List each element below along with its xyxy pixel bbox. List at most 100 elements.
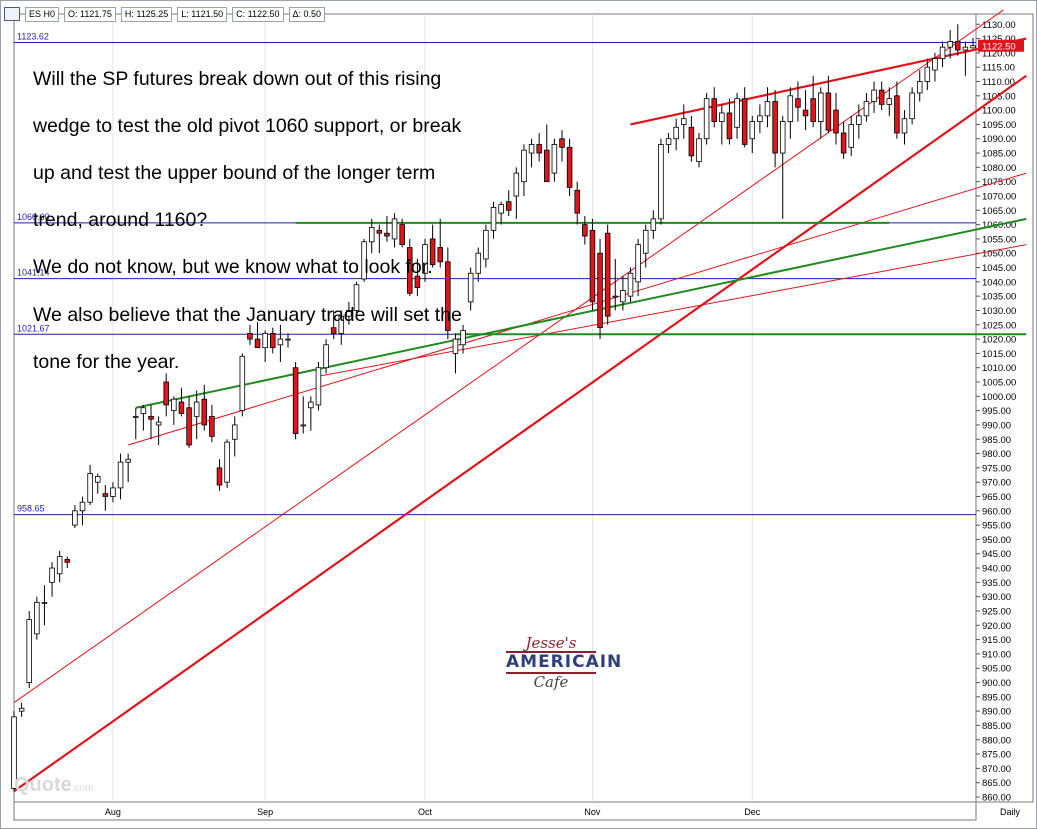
candle-body xyxy=(201,398,208,426)
candle-body xyxy=(490,207,497,231)
y-tick-label: 970.00 xyxy=(982,478,1011,489)
candle-body xyxy=(49,567,55,583)
level-label: 1021.67 xyxy=(17,323,50,333)
y-tick-label: 905.00 xyxy=(982,664,1011,675)
y-tick-label: 1055.00 xyxy=(982,234,1016,245)
candle-body xyxy=(856,115,862,125)
candle-body xyxy=(772,101,778,154)
y-tick-label: 1130.00 xyxy=(982,20,1016,31)
current-price-tag xyxy=(978,39,1024,52)
candle-body xyxy=(757,115,763,122)
candle-body xyxy=(658,144,664,220)
annotation-line: We do not know, but we know what to look… xyxy=(33,256,433,279)
y-tick-label: 915.00 xyxy=(982,635,1011,646)
candle-body xyxy=(559,138,565,148)
candle-body xyxy=(155,421,162,426)
y-tick-label: 1015.00 xyxy=(982,349,1016,360)
candle-body xyxy=(597,252,603,329)
candle-body xyxy=(186,407,192,446)
candle-body xyxy=(582,224,588,237)
y-tick-label: 1080.00 xyxy=(982,163,1016,174)
candle-body xyxy=(117,461,124,489)
candle-body xyxy=(414,275,421,288)
candle-body xyxy=(779,121,786,154)
candle-body xyxy=(612,295,619,298)
x-tick-label: Dec xyxy=(744,807,761,817)
close-value: C: 1122.50 xyxy=(232,6,284,22)
candle-body xyxy=(399,224,405,246)
candle-body xyxy=(764,101,771,117)
y-tick-label: 955.00 xyxy=(982,521,1011,532)
y-tick-label: 1035.00 xyxy=(982,292,1016,303)
candle-body xyxy=(171,398,177,412)
candle-body xyxy=(802,109,809,117)
y-tick-label: 865.00 xyxy=(982,778,1011,789)
annotation-line: up and test the upper bound of the longe… xyxy=(33,161,436,184)
candle-body xyxy=(368,227,375,243)
x-tick-label: Nov xyxy=(584,807,601,817)
candle-body xyxy=(79,501,86,512)
y-tick-label: 1030.00 xyxy=(982,306,1016,317)
candle-body xyxy=(909,92,915,120)
trend-line xyxy=(13,74,1027,793)
y-tick-label: 995.00 xyxy=(982,406,1011,417)
symbol-label[interactable]: ES H0 xyxy=(25,6,60,22)
candle-body xyxy=(292,367,299,434)
candle-body xyxy=(833,109,839,134)
y-tick-label: 1045.00 xyxy=(982,263,1016,274)
quote-watermark: Quote.com xyxy=(14,774,93,797)
candle-body xyxy=(574,189,580,214)
candle-body xyxy=(955,41,961,51)
annotation-line: Will the SP futures break down out of th… xyxy=(33,67,442,90)
level-label: 1123.62 xyxy=(17,32,49,42)
y-tick-label: 1125.00 xyxy=(982,34,1016,45)
y-tick-label: 1005.00 xyxy=(982,378,1016,389)
y-tick-label: 1105.00 xyxy=(982,91,1016,102)
current-price-label: 1122.50 xyxy=(982,42,1016,53)
y-tick-label: 1085.00 xyxy=(982,149,1016,160)
candle-body xyxy=(810,98,816,122)
candle-body xyxy=(894,95,900,134)
candle-body xyxy=(483,229,489,260)
candle-body xyxy=(270,332,276,349)
chart-icon[interactable] xyxy=(4,7,20,21)
level-label: 958.65 xyxy=(17,504,45,514)
y-tick-label: 910.00 xyxy=(982,649,1011,660)
y-tick-label: 940.00 xyxy=(982,564,1011,575)
y-tick-label: 930.00 xyxy=(982,592,1011,603)
candle-body xyxy=(635,244,641,283)
candle-body xyxy=(947,41,953,48)
candle-body xyxy=(445,261,451,331)
chart-annotation: Will the SP futures break down out of th… xyxy=(33,44,533,398)
y-tick-label: 975.00 xyxy=(982,463,1011,474)
candle-body xyxy=(247,332,253,340)
candle-body xyxy=(330,327,337,334)
candle-body xyxy=(818,92,824,122)
candle-body xyxy=(467,272,474,303)
y-axis-panel xyxy=(975,13,1034,803)
candle-body xyxy=(734,98,740,128)
candle-body xyxy=(353,284,360,311)
candle-body xyxy=(521,149,527,183)
candle-body xyxy=(315,367,322,406)
y-tick-label: 1110.00 xyxy=(982,77,1015,88)
candle-body xyxy=(72,510,78,526)
y-tick-label: 895.00 xyxy=(982,692,1011,703)
cafe-logo: Jesse's AMERICAIN Cafe xyxy=(506,636,621,690)
timeframe-label: Daily xyxy=(1000,807,1021,817)
candle-body xyxy=(41,601,48,604)
candle-body xyxy=(94,476,101,483)
candle-body xyxy=(505,201,512,211)
level-label: 1060.60 xyxy=(17,212,50,222)
y-tick-label: 1040.00 xyxy=(982,277,1016,288)
y-tick-label: 965.00 xyxy=(982,492,1011,503)
y-tick-label: 980.00 xyxy=(982,449,1011,460)
y-tick-label: 1065.00 xyxy=(982,206,1016,217)
candle-body xyxy=(429,238,436,266)
y-tick-label: 890.00 xyxy=(982,707,1011,718)
candle-body xyxy=(589,229,596,303)
candle-body xyxy=(498,204,504,214)
candle-body xyxy=(224,441,230,483)
candle-body xyxy=(216,467,223,486)
candle-body xyxy=(741,98,748,145)
